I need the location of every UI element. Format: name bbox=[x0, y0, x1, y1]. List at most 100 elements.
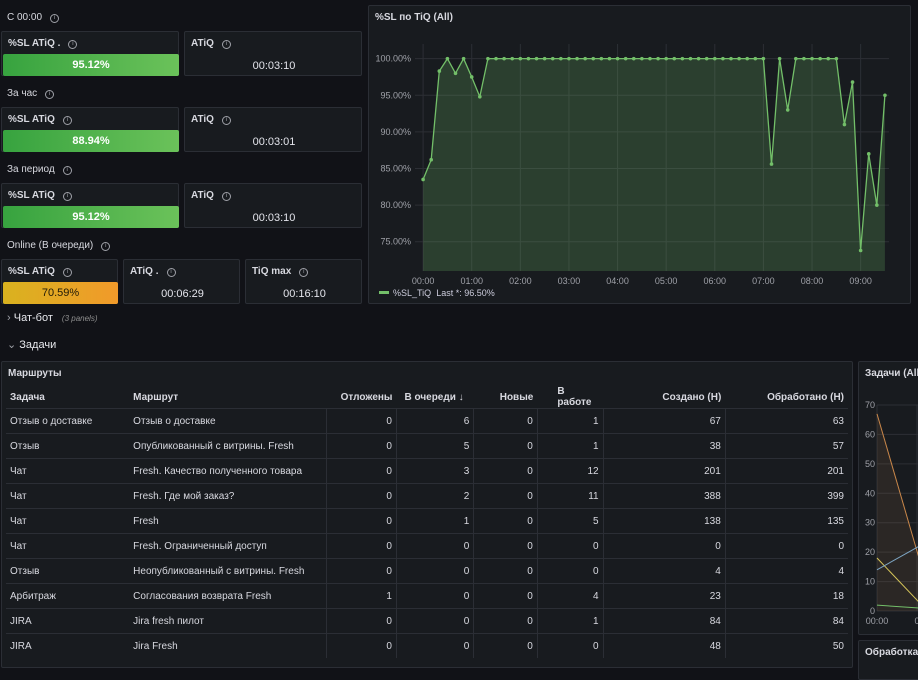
column-header-task[interactable]: Задача bbox=[10, 391, 45, 403]
y-tick-label: 100.00% bbox=[375, 54, 411, 64]
table-cell: 0 bbox=[536, 633, 604, 658]
data-point bbox=[615, 56, 620, 61]
data-point bbox=[559, 56, 563, 61]
row-chatbot[interactable]: › Чат-бот (3 panels) bbox=[7, 312, 98, 324]
table-cell: 1 bbox=[536, 408, 604, 434]
table-cell: 0 bbox=[536, 533, 604, 559]
table-cell: 0 bbox=[473, 633, 538, 658]
table-cell: Чат bbox=[6, 533, 130, 559]
table-cell: 4 bbox=[724, 558, 848, 584]
data-point bbox=[478, 94, 482, 99]
atiq-value: 00:03:10 bbox=[252, 212, 296, 224]
table-row[interactable]: Отзыв о доставке Отзыв о доставке 0 6 0 1 67 63 bbox=[6, 408, 848, 434]
column-header-created[interactable]: Создано (Н) bbox=[662, 391, 722, 403]
table-cell: 48 bbox=[602, 633, 726, 658]
table-cell: 0 bbox=[473, 408, 538, 434]
data-point bbox=[834, 56, 839, 61]
table-row[interactable]: Отзыв Опубликованный с витрины. Fresh 0 5 0 1… bbox=[6, 433, 848, 459]
data-point bbox=[818, 56, 822, 61]
info-icon[interactable]: i bbox=[62, 166, 72, 175]
info-icon[interactable]: i bbox=[62, 192, 72, 201]
column-header-route[interactable]: Маршрут bbox=[133, 391, 179, 403]
table-cell: 388 bbox=[602, 483, 726, 509]
table-cell: Отзыв bbox=[6, 558, 130, 584]
column-header-in-queue[interactable]: В очереди ↓ bbox=[404, 391, 464, 403]
table-row[interactable]: Чат Fresh. Где мой заказ? 0 2 0 11 388 399 bbox=[6, 483, 848, 509]
table-cell: Арбитраж bbox=[6, 583, 130, 609]
chart-legend[interactable]: %SL_TiQ Last *: 96.50% bbox=[379, 288, 495, 298]
tiq-max-value: 00:16:10 bbox=[283, 288, 326, 300]
info-icon[interactable]: i bbox=[221, 40, 231, 49]
data-point bbox=[785, 108, 790, 112]
row-label: Чат-бот bbox=[13, 312, 53, 324]
info-icon[interactable]: i bbox=[68, 40, 78, 49]
table-cell: 0 bbox=[326, 408, 397, 434]
data-point bbox=[769, 162, 774, 166]
info-icon[interactable]: i bbox=[45, 90, 55, 99]
atiq-panel-since-midnight: ATiQ i 00:03:10 bbox=[184, 31, 362, 76]
column-header-processed[interactable]: Обработано (Н) bbox=[767, 391, 844, 403]
data-point bbox=[850, 80, 855, 84]
section-per-hour-title: За час i bbox=[7, 88, 55, 99]
info-icon[interactable]: i bbox=[221, 192, 231, 201]
column-header-new[interactable]: Новые bbox=[499, 391, 534, 403]
data-point bbox=[623, 56, 628, 61]
table-row[interactable]: Отзыв Неопубликованный с витрины. Fresh 0 0… bbox=[6, 558, 848, 584]
legend-last-value: Last *: 96.50% bbox=[436, 288, 495, 298]
y-tick-label: 85.00% bbox=[380, 163, 411, 173]
section-online-title: Online (В очереди) i bbox=[7, 240, 111, 251]
table-row[interactable]: Арбитраж Согласования возврата Fresh 1 0 0 4 2… bbox=[6, 583, 848, 609]
column-header-in-work[interactable]: В работе bbox=[557, 386, 592, 408]
table-row[interactable]: Чат Fresh. Качество полученного товара 0 3 0… bbox=[6, 458, 848, 484]
table-cell: 0 bbox=[326, 508, 397, 534]
sl-tiq-chart-panel: %SL по TiQ (All) 75.00% 80.00% 85.00% 90.00… bbox=[368, 5, 911, 304]
sl-panel-per-hour: %SL ATiQ i 88.94% bbox=[1, 107, 179, 152]
data-point bbox=[607, 56, 612, 61]
table-cell: 0 bbox=[326, 633, 397, 658]
data-point bbox=[567, 56, 571, 61]
sl-gauge-bar: 70.59% bbox=[3, 282, 118, 304]
sort-desc-icon: ↓ bbox=[458, 391, 464, 403]
panel-title: %SL ATiQ i bbox=[8, 190, 72, 201]
data-point bbox=[883, 93, 887, 98]
atiq-panel-per-hour: ATiQ i 00:03:01 bbox=[184, 107, 362, 152]
table-cell: 1 bbox=[395, 508, 474, 534]
row-tasks[interactable]: ⌄ Задачи bbox=[7, 338, 56, 351]
table-cell: 0 bbox=[602, 533, 726, 559]
table-row[interactable]: Чат Fresh. Ограниченный доступ 0 0 0 0 0 0 bbox=[6, 533, 848, 559]
routes-table-panel: Маршруты Задача Маршрут Отложены В очере… bbox=[1, 361, 853, 668]
column-header-postponed[interactable]: Отложены bbox=[340, 391, 393, 403]
legend-series-name: %SL_TiQ bbox=[393, 288, 432, 298]
info-icon[interactable]: i bbox=[221, 116, 231, 125]
table-cell: 0 bbox=[395, 608, 474, 634]
info-icon[interactable]: i bbox=[62, 268, 72, 277]
table-row[interactable]: Чат Fresh 0 1 0 5 138 135 bbox=[6, 508, 848, 534]
table-cell: 0 bbox=[395, 558, 474, 584]
info-icon[interactable]: i bbox=[62, 116, 72, 125]
table-cell: 4 bbox=[602, 558, 726, 584]
data-point bbox=[575, 56, 579, 61]
table-row[interactable]: JIRA Jira Fresh 0 0 0 0 48 50 bbox=[6, 633, 848, 658]
data-point bbox=[696, 56, 701, 61]
data-point bbox=[599, 56, 604, 61]
info-icon[interactable]: i bbox=[166, 268, 176, 277]
data-point bbox=[437, 69, 442, 73]
y-tick-label: 50 bbox=[865, 459, 875, 469]
data-point bbox=[648, 56, 652, 61]
y-tick-label: 70 bbox=[865, 400, 875, 410]
info-icon[interactable]: i bbox=[50, 14, 60, 23]
table-cell: 3 bbox=[395, 458, 474, 484]
info-icon[interactable]: i bbox=[101, 242, 111, 251]
table-cell: 0 bbox=[473, 583, 538, 609]
data-point bbox=[429, 157, 434, 162]
data-point bbox=[842, 122, 847, 127]
data-point bbox=[680, 56, 685, 61]
data-point bbox=[494, 56, 498, 61]
table-cell: 1 bbox=[326, 583, 397, 609]
table-cell: 5 bbox=[536, 508, 604, 534]
table-row[interactable]: JIRA Jira fresh пилот 0 0 0 1 84 84 bbox=[6, 608, 848, 634]
table-cell: Отзыв о доставке bbox=[129, 408, 327, 434]
panel-title: %SL по TiQ (All) bbox=[375, 12, 453, 23]
info-icon[interactable]: i bbox=[299, 268, 309, 277]
